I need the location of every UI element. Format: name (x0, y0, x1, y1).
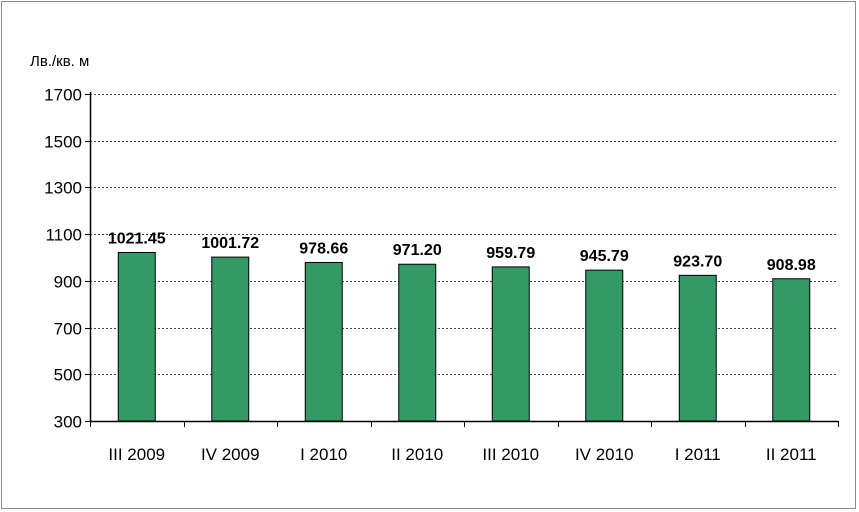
axes (85, 92, 839, 427)
data-label: 1021.45 (108, 230, 166, 247)
x-tick-label: III 2010 (482, 445, 539, 464)
data-label: 945.79 (580, 248, 629, 265)
bar (678, 274, 717, 422)
y-tick-label: 1100 (45, 226, 82, 245)
bar (304, 261, 343, 422)
y-tick-label: 1300 (44, 179, 82, 198)
y-tick-label: 1700 (44, 86, 82, 105)
bars (117, 251, 811, 422)
x-tick-label: IV 2009 (201, 445, 260, 464)
data-label: 1001.72 (201, 235, 259, 252)
x-tick-label: I 2010 (300, 445, 347, 464)
x-tick-label: I 2011 (675, 445, 721, 464)
data-label: 959.79 (486, 245, 535, 262)
bar (772, 278, 811, 422)
bar (585, 269, 624, 422)
data-label: 978.66 (299, 240, 348, 257)
data-label: 971.20 (393, 242, 442, 259)
x-tick-label: III 2009 (108, 445, 165, 464)
y-tick-labels: 300 500 700 900 1100 1300 1500 1700 (44, 86, 82, 432)
y-axis-title: Лв./кв. м (30, 53, 89, 70)
y-tick-label: 500 (54, 366, 82, 385)
y-tick-label: 1500 (44, 133, 82, 152)
data-label: 908.98 (767, 257, 816, 274)
bar (211, 256, 250, 422)
data-labels: 1021.45 1001.72 978.66 971.20 959.79 945.79 92… (108, 230, 816, 273)
x-tick-label: IV 2010 (575, 445, 634, 464)
y-tick-label: 300 (54, 413, 82, 432)
x-tick-label: II 2010 (391, 445, 443, 464)
x-tick-label: II 2011 (766, 445, 817, 464)
data-label: 923.70 (673, 253, 722, 270)
bar (491, 266, 530, 422)
bar (398, 263, 437, 422)
x-tick-labels: III 2009 IV 2009 I 2010 II 2010 III 2010 IV 2… (108, 445, 816, 464)
y-tick-label: 900 (54, 273, 82, 292)
y-tick-label: 700 (54, 320, 82, 339)
bar (117, 251, 156, 422)
